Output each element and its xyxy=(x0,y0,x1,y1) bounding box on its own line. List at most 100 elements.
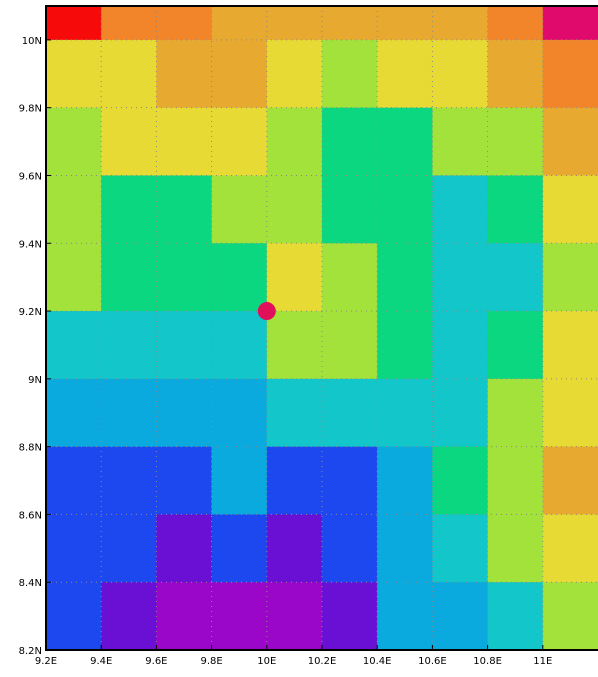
grid-cell xyxy=(211,378,268,448)
grid-cell xyxy=(322,311,378,380)
grid-cell xyxy=(377,311,433,380)
grid-cell xyxy=(432,6,489,41)
grid-cell xyxy=(322,175,378,244)
grid-cell xyxy=(432,311,489,380)
x-tick-label: 11E xyxy=(533,656,552,667)
grid-cell xyxy=(266,107,323,177)
grid-cell xyxy=(377,446,433,516)
grid-cell xyxy=(487,514,544,583)
grid-cell xyxy=(101,446,157,516)
grid-cell xyxy=(542,311,598,380)
grid-cell xyxy=(156,446,213,516)
grid-cell xyxy=(487,446,544,516)
grid-cell xyxy=(487,6,544,41)
grid-cell xyxy=(322,243,378,312)
grid-cell xyxy=(487,39,544,109)
grid-cell xyxy=(101,107,157,177)
grid-cell xyxy=(46,582,102,651)
grid-cell xyxy=(46,107,102,177)
grid-cell xyxy=(211,514,268,583)
grid-cell xyxy=(156,514,213,583)
grid-cell xyxy=(377,514,433,583)
grid-cell xyxy=(156,175,213,244)
y-tick-label: 8.6N xyxy=(19,510,42,521)
gridlines xyxy=(46,6,598,650)
grid-cell xyxy=(101,582,157,651)
grid-cell xyxy=(487,311,544,380)
grid-cell xyxy=(101,311,157,380)
grid-cell xyxy=(46,514,102,583)
x-axis-labels: 9.2E 9.4E 9.6E 9.8E 10E 10.2E 10.4E 10.6E 10.8E 1… xyxy=(35,656,552,667)
y-tick-label: 9.4N xyxy=(19,239,42,250)
grid-cell xyxy=(156,243,213,312)
location-marker xyxy=(257,302,276,321)
grid-cell xyxy=(377,243,433,312)
y-tick-label: 9.6N xyxy=(19,171,42,182)
x-tick-label: 10.2E xyxy=(308,656,337,667)
grid-cell xyxy=(156,107,213,177)
grid-cell xyxy=(432,243,489,312)
grid-cell xyxy=(377,39,433,109)
grid-cell xyxy=(542,107,598,177)
grid-cell xyxy=(46,446,102,516)
grid-cell xyxy=(377,175,433,244)
grid-cell xyxy=(432,514,489,583)
y-tick-label: 10N xyxy=(22,36,42,47)
grid-cell xyxy=(542,514,598,583)
grid-cell xyxy=(101,6,157,41)
y-tick-label: 8.4N xyxy=(19,578,42,589)
grid-cell xyxy=(487,378,544,448)
grid-cell xyxy=(46,39,102,109)
grid-cell xyxy=(322,514,378,583)
grid-cell xyxy=(432,378,489,448)
y-axis-labels: 8.2N 8.4N 8.6N 8.8N 9N 9.2N 9.4N 9.6N 9.8N 10N xyxy=(19,36,42,657)
y-tick-label: 8.8N xyxy=(19,443,42,454)
grid-cell xyxy=(432,175,489,244)
grid-cell xyxy=(101,175,157,244)
plot-frame xyxy=(45,5,598,651)
grid-cell xyxy=(266,446,323,516)
grid-cell xyxy=(101,514,157,583)
grid-cell xyxy=(377,378,433,448)
grid-cell xyxy=(432,446,489,516)
grid-cell xyxy=(211,107,268,177)
x-tick-label: 9.8E xyxy=(200,656,222,667)
grid-cell xyxy=(156,582,213,651)
y-tick-label: 9N xyxy=(28,375,42,386)
grid-cell xyxy=(156,378,213,448)
grid-cell xyxy=(46,175,102,244)
grid-cell xyxy=(46,243,102,312)
grid-cell xyxy=(377,107,433,177)
y-tick-label: 8.2N xyxy=(19,646,42,657)
grid-cell xyxy=(542,6,598,41)
grid-cell xyxy=(377,6,433,41)
grid-cell xyxy=(266,378,323,448)
x-tick-label: 10.8E xyxy=(473,656,502,667)
grid-cell xyxy=(322,6,378,41)
grid-cell xyxy=(487,582,544,651)
grid-cell xyxy=(211,311,268,380)
grid-cell xyxy=(542,243,598,312)
grid-cell xyxy=(487,107,544,177)
grid-cell xyxy=(432,39,489,109)
grid-cell xyxy=(211,175,268,244)
x-tick-label: 10E xyxy=(257,656,276,667)
grid-cell xyxy=(46,6,102,41)
grid-cell xyxy=(542,39,598,109)
grid-cell xyxy=(432,582,489,651)
grid-cell xyxy=(266,514,323,583)
grid-cell xyxy=(266,311,323,380)
grid-cell xyxy=(266,243,323,312)
grid-cell xyxy=(211,39,268,109)
grid-cell xyxy=(322,378,378,448)
grid-cell xyxy=(211,446,268,516)
x-tick-label: 10.4E xyxy=(363,656,392,667)
grid-cell xyxy=(101,243,157,312)
grid-cell xyxy=(322,582,378,651)
grid-cell xyxy=(46,311,102,380)
axis-ticks xyxy=(45,39,544,651)
grid-cell xyxy=(211,582,268,651)
grid-cell xyxy=(156,39,213,109)
grid-cell xyxy=(487,175,544,244)
